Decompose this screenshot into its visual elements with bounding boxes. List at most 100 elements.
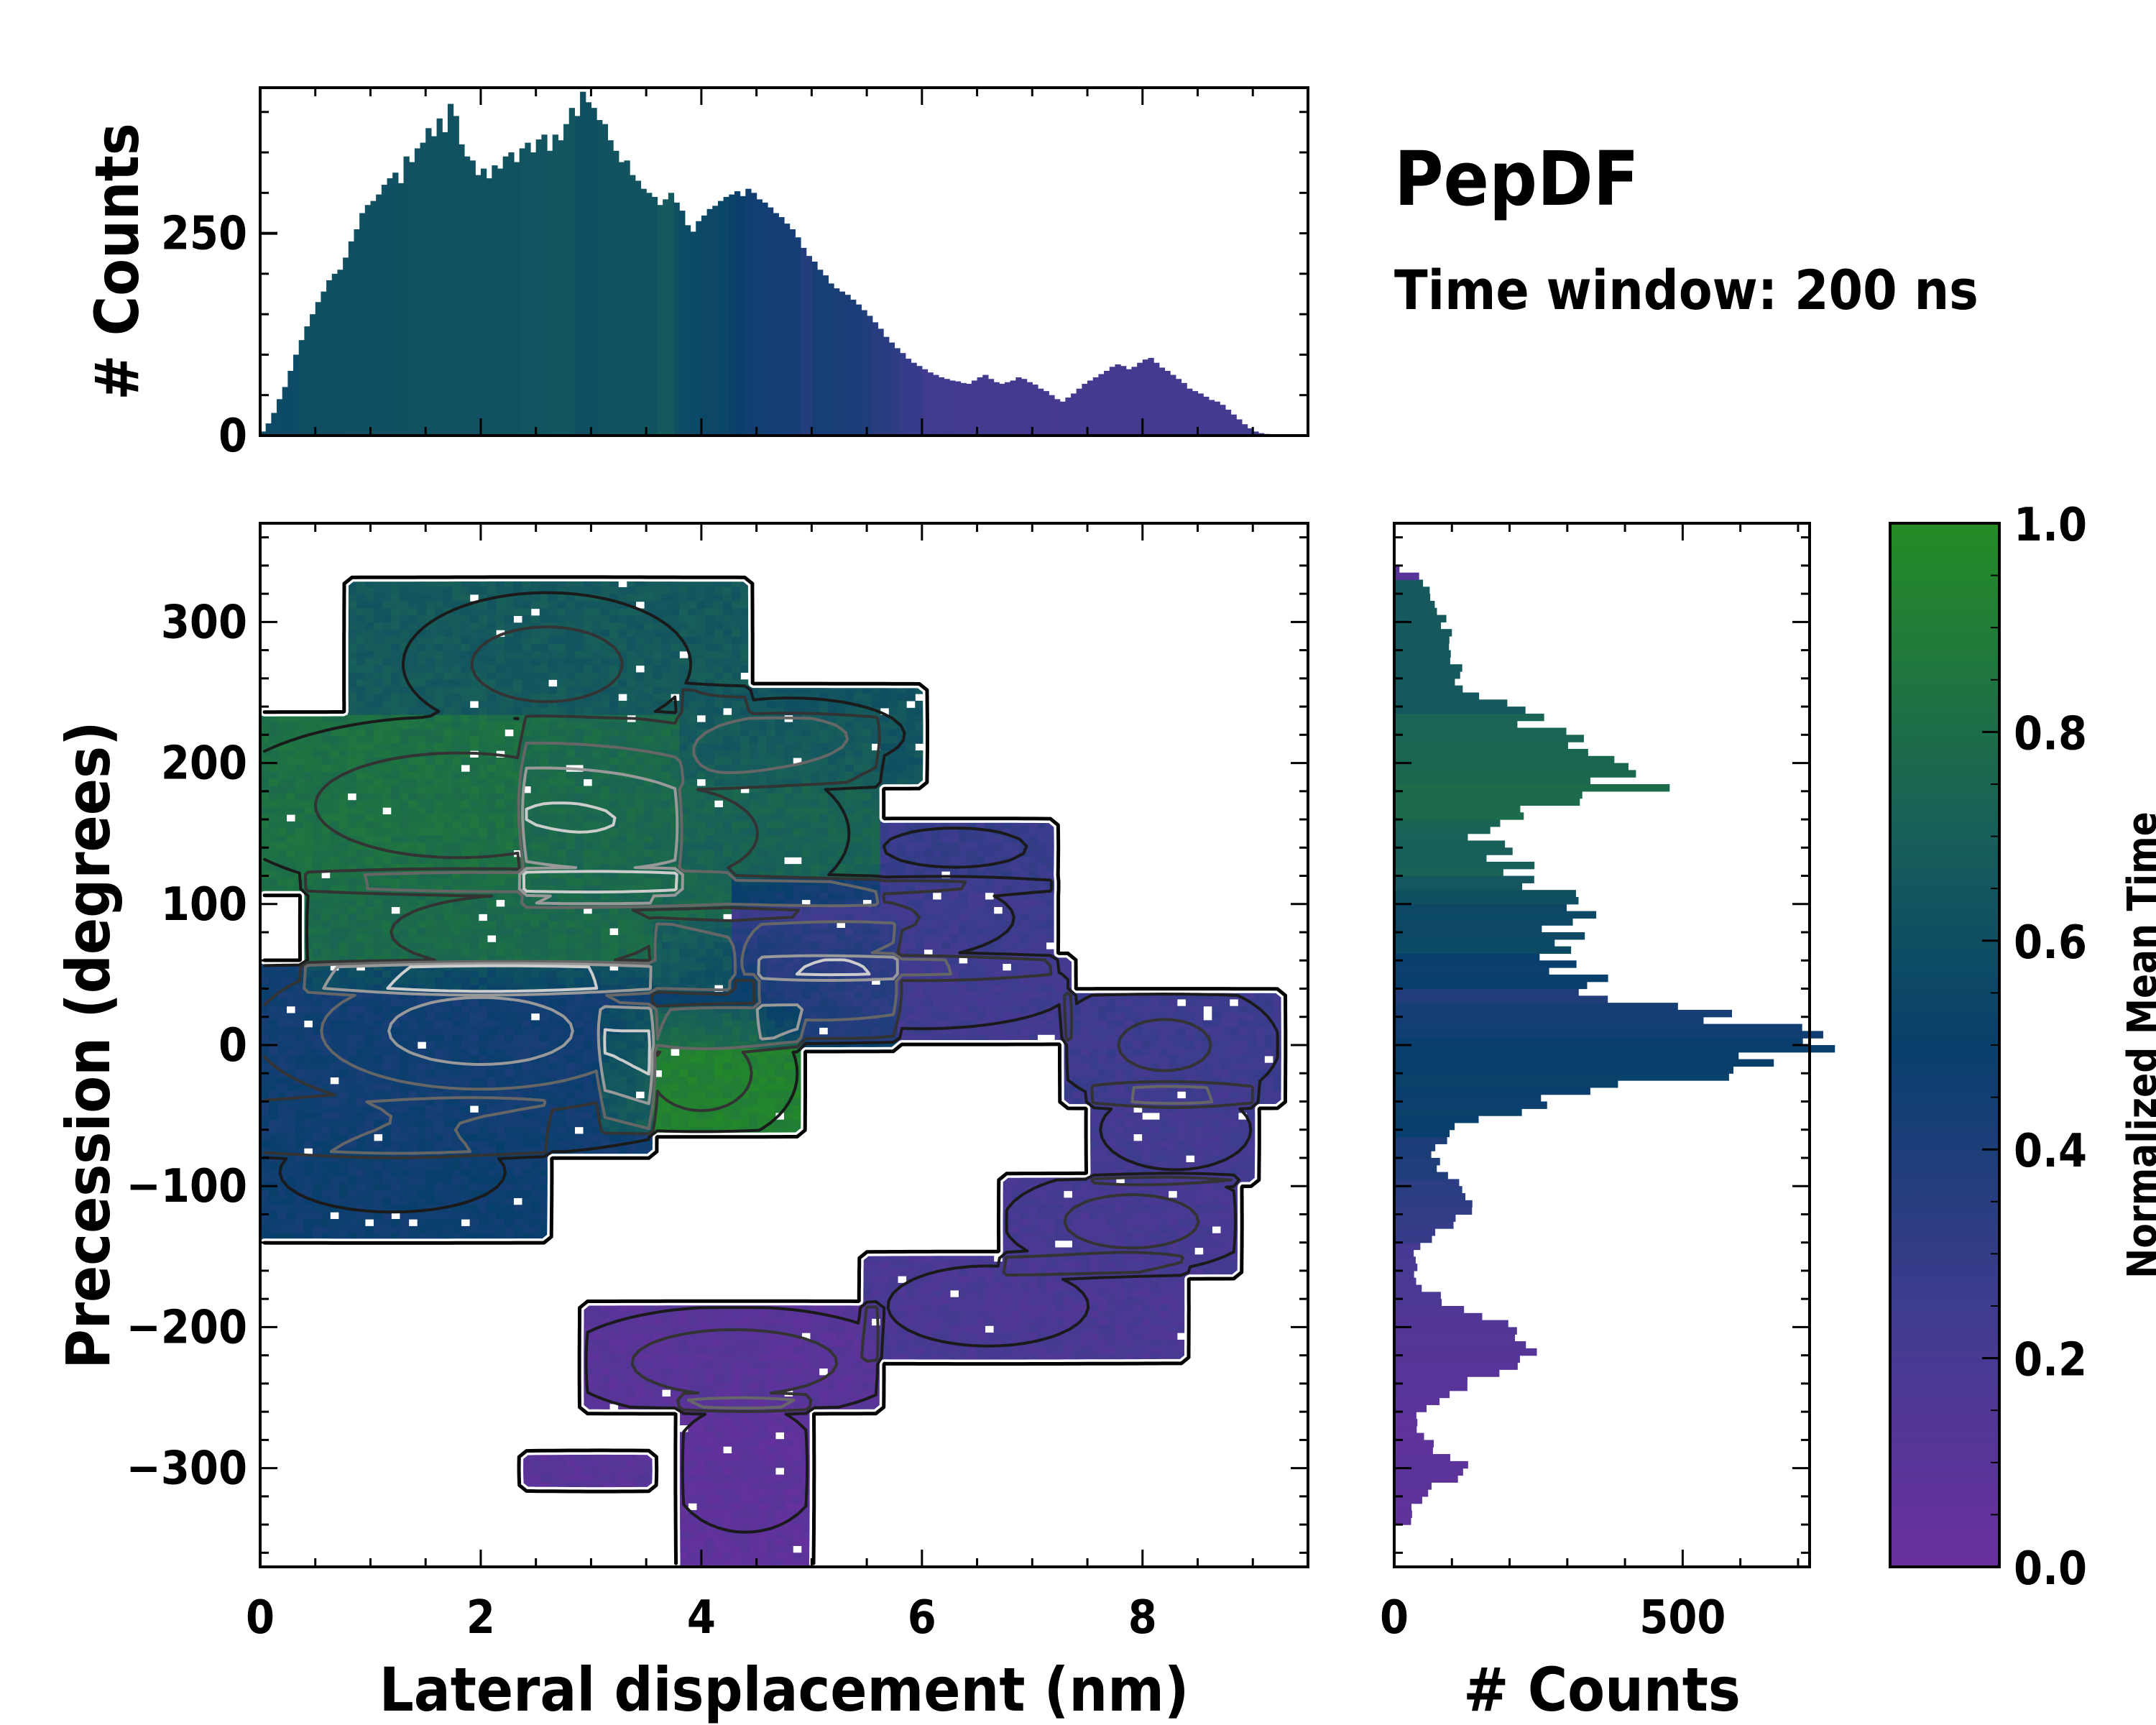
density-cell [627, 707, 637, 716]
density-cell [600, 864, 610, 872]
density-cell [338, 828, 349, 837]
top-histogram-bar [1187, 388, 1193, 436]
density-cell [627, 885, 637, 893]
density-cell [295, 1233, 305, 1241]
density-cell [321, 1205, 331, 1213]
density-cell [425, 637, 436, 645]
density-cell [696, 885, 706, 893]
density-cell [530, 1126, 540, 1135]
density-cell [609, 885, 619, 893]
density-cell [591, 1467, 602, 1476]
density-cell [548, 914, 558, 921]
density-cell [679, 1055, 688, 1064]
density-cell [443, 985, 453, 993]
density-cell [338, 1034, 349, 1042]
density-cell [373, 991, 383, 1000]
density-cell [661, 934, 671, 943]
density-cell [461, 594, 471, 602]
density-cell [364, 985, 374, 993]
density-cell [400, 921, 410, 929]
density-cell [609, 700, 619, 709]
density-cell [391, 835, 400, 844]
density-cell [627, 1070, 637, 1078]
density-cell [539, 934, 549, 943]
density-cell [583, 928, 593, 936]
density-cell [269, 736, 278, 744]
density-cell [627, 928, 637, 936]
density-cell [618, 707, 627, 716]
density-cell [557, 1048, 566, 1057]
density-cell [696, 800, 706, 808]
density-cell [635, 757, 645, 765]
density-cell [312, 757, 322, 765]
density-cell [653, 672, 663, 680]
density-cell [653, 771, 663, 780]
density-cell [671, 835, 680, 844]
density-cell [461, 686, 471, 694]
density-cell [260, 1062, 270, 1071]
density-cell [539, 586, 549, 595]
density-cell [653, 793, 663, 801]
density-cell [487, 956, 497, 965]
density-cell [382, 928, 392, 936]
density-cell [303, 1126, 313, 1135]
density-cell [688, 835, 698, 844]
density-cell [417, 991, 427, 1000]
density-cell [295, 1183, 305, 1192]
density-cell [688, 1439, 698, 1447]
density-cell [452, 1205, 462, 1213]
density-cell [469, 985, 479, 993]
density-cell [574, 778, 584, 787]
density-cell [688, 1353, 698, 1362]
density-cell [522, 1020, 532, 1028]
density-cell [417, 1055, 427, 1064]
density-cell [373, 1070, 383, 1078]
density-cell [566, 1013, 575, 1021]
density-cell [548, 1027, 558, 1035]
figure-subtitle: Time window: 200 ns [1394, 258, 1978, 322]
density-cell [356, 857, 366, 865]
density-cell [277, 1034, 287, 1042]
density-cell [461, 665, 471, 673]
density-cell [461, 615, 471, 623]
density-cell [566, 601, 575, 610]
density-cell [539, 679, 549, 687]
density-cell [530, 1169, 540, 1177]
density-cell [600, 1070, 610, 1078]
density-cell [505, 615, 514, 623]
density-cell [277, 1225, 287, 1234]
density-cell [513, 608, 523, 617]
density-cell [627, 672, 637, 680]
density-cell [548, 1091, 558, 1099]
density-cell [373, 1126, 383, 1135]
density-cell [653, 934, 663, 943]
density-cell [364, 580, 374, 588]
density-cell [653, 871, 663, 879]
density-cell [696, 1055, 706, 1064]
density-cell [566, 672, 575, 680]
density-cell [609, 1453, 619, 1461]
density-cell [461, 871, 471, 879]
density-cell [557, 850, 566, 857]
density-cell [443, 637, 453, 645]
density-cell [627, 643, 637, 652]
density-cell [627, 1020, 637, 1028]
density-cell [653, 1318, 663, 1326]
density-cell [435, 608, 444, 617]
density-cell [522, 665, 532, 673]
density-cell [679, 998, 688, 1007]
top-histogram-bar [436, 118, 443, 436]
density-cell [277, 1190, 287, 1198]
density-cell [557, 1091, 566, 1099]
density-cell [609, 842, 619, 850]
density-cell [688, 828, 698, 837]
top-histogram-ytick-label: 0 [218, 410, 247, 463]
density-cell [505, 892, 514, 901]
density-cell [356, 686, 366, 694]
density-cell [705, 1410, 715, 1419]
density-cell [644, 828, 654, 837]
density-cell [505, 800, 514, 808]
density-cell [714, 878, 724, 886]
density-cell [714, 771, 724, 780]
density-cell [356, 1077, 366, 1085]
